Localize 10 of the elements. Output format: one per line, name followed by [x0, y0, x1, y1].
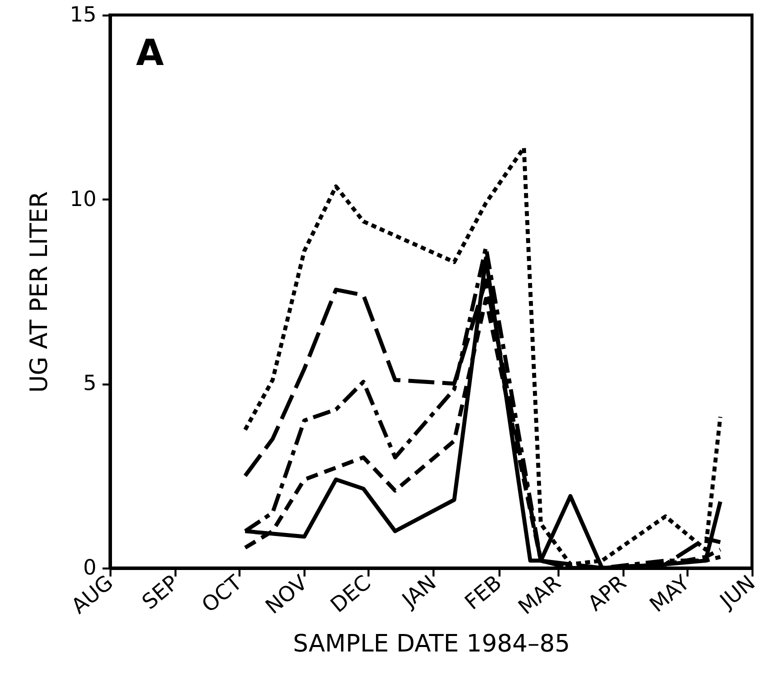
x-axis-title: SAMPLE DATE 1984–85	[292, 629, 570, 658]
x-tick-label: FEB	[460, 570, 506, 614]
y-tick-label: 10	[70, 186, 96, 211]
x-tick-label: SEP	[138, 570, 184, 614]
annotation: A	[136, 33, 164, 74]
x-tick-label: APR	[583, 570, 631, 616]
y-tick-label: 5	[83, 371, 96, 396]
y-axis-title: UG AT PER LITER	[24, 191, 53, 393]
y-tick-label: 15	[70, 2, 96, 26]
y-tick-label: 0	[83, 556, 96, 580]
